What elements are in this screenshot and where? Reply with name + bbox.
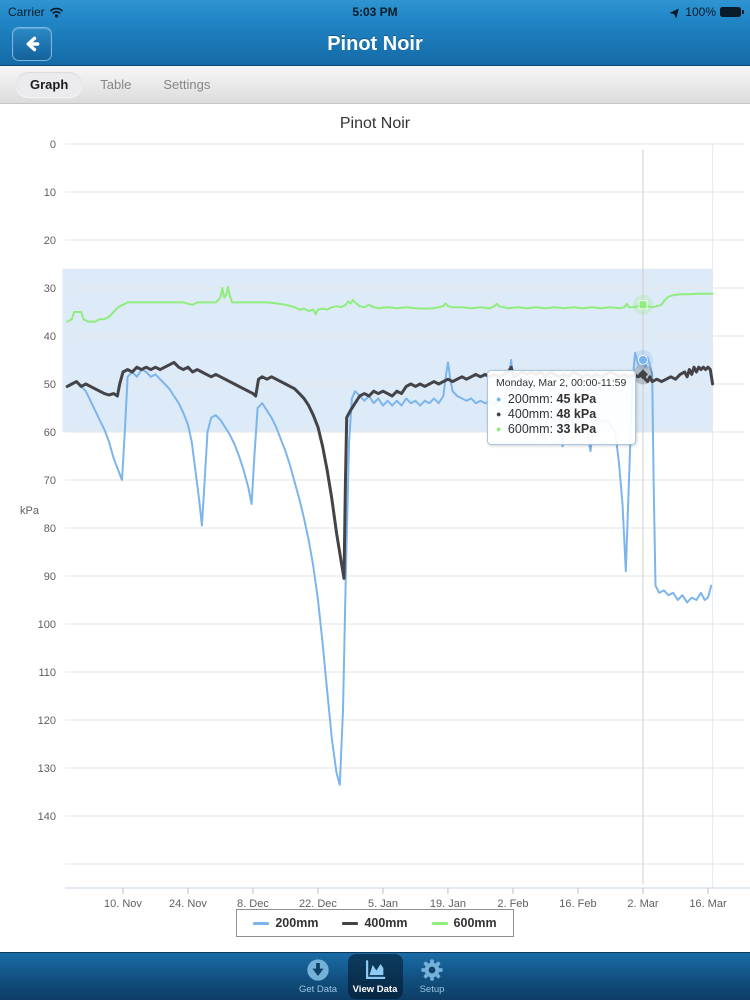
legend-item-200mm[interactable]: 200mm (253, 916, 318, 930)
x-axis-label: 2. Mar (627, 898, 659, 910)
x-axis-label: 8. Dec (237, 898, 269, 910)
x-axis-label: 10. Nov (104, 898, 142, 910)
series-line-600mm (66, 286, 714, 323)
toolbar-get-data[interactable]: Get Data (291, 954, 346, 999)
y-axis-label: 120 (38, 715, 56, 727)
legend-label: 400mm (364, 916, 408, 930)
tooltip-header: Monday, Mar 2, 00:00-11:59 (496, 377, 627, 389)
tab-table[interactable]: Table (100, 77, 132, 92)
y-axis-label: 10 (44, 187, 56, 199)
tooltip-rows: ● 200mm: 45 kPa ● 400mm: 48 kPa ● 600mm: 3… (496, 392, 626, 437)
back-arrow-icon (26, 36, 40, 52)
chart-legend: 200mm 400mm 600mm (236, 909, 514, 937)
y-axis-label: 90 (44, 571, 56, 583)
x-axis-label: 2. Feb (497, 898, 528, 910)
toolbar-label-view-data: View Data (352, 984, 398, 995)
series-line-200mm (66, 351, 713, 786)
status-left: Carrier (8, 5, 64, 19)
x-axis-label: 5. Jan (368, 898, 398, 910)
chart-plot-area[interactable]: 10. Nov 24. Nov 8. Dec 22. Dec 5. Jan 19. Jan… (0, 104, 750, 952)
y-axis-unit: kPa (20, 505, 40, 517)
marker-200mm (638, 355, 648, 365)
y-axis-label: 110 (38, 667, 56, 679)
y-axis-label: 140 (38, 811, 56, 823)
clock: 5:03 PM (352, 5, 398, 19)
legend-item-400mm[interactable]: 400mm (342, 916, 408, 930)
wifi-icon (49, 7, 63, 18)
tooltip-row-400mm: ● 400mm: 48 kPa (496, 407, 597, 421)
tooltip-row-600mm: ● 600mm: 33 kPa (496, 422, 597, 436)
battery-percent: 100% (685, 5, 716, 19)
toolbar-label-get-data: Get Data (298, 984, 338, 995)
y-axis-label: 30 (44, 283, 56, 295)
header: Carrier 5:03 PM 100% Pinot Noir (0, 0, 750, 66)
toolbar-view-data[interactable]: View Data (347, 954, 403, 999)
legend-swatch (431, 921, 448, 925)
y-axis-label: 60 (44, 427, 56, 439)
y-axis-label: 50 (44, 379, 56, 391)
x-axis-label: 24. Nov (169, 898, 207, 910)
legend-swatch (342, 921, 359, 925)
marker-400mm (637, 369, 648, 380)
legend-item-600mm[interactable]: 600mm (431, 916, 497, 930)
status-right: 100% (670, 5, 744, 19)
status-bar: Carrier 5:03 PM 100% (0, 0, 750, 24)
tooltip-bullet: ● (496, 394, 502, 404)
x-axis-label: 16. Feb (559, 898, 596, 910)
x-axis-label: 16. Mar (689, 898, 727, 910)
x-axis-label: 22. Dec (299, 898, 337, 910)
chart-title: Pinot Noir (339, 115, 411, 132)
tooltip-bullet: ● (496, 409, 502, 419)
segmented-tabs: Graph Table Settings (0, 66, 750, 104)
page-title: Pinot Noir (327, 33, 423, 55)
back-button[interactable] (12, 27, 52, 61)
y-axis-label: 130 (38, 763, 56, 775)
y-axis-label: 40 (44, 331, 56, 343)
gear-icon (421, 959, 443, 981)
tab-settings[interactable]: Settings (163, 77, 211, 92)
download-icon (307, 959, 329, 981)
chart-tooltip: Monday, Mar 2, 00:00-11:59 ● 200mm: 45 k… (487, 370, 637, 445)
battery-icon (720, 7, 744, 17)
chart-region: Pinot Noir 10. Nov 24. Nov 8. Dec 22. Dec 5.… (0, 104, 750, 952)
bottom-toolbar: Get Data View Data Setup (0, 952, 750, 1000)
y-axis-label: 80 (44, 523, 56, 535)
legend-swatch (253, 921, 270, 925)
toolbar-label-setup: Setup (419, 984, 445, 995)
tooltip-bullet: ● (496, 424, 502, 434)
toolbar-setup[interactable]: Setup (405, 954, 460, 999)
marker-600mm (638, 300, 648, 310)
x-axis-label: 19. Jan (430, 898, 466, 910)
y-axis-label: 100 (38, 619, 56, 631)
nav-bar: Pinot Noir (0, 24, 750, 66)
chart-icon (365, 960, 386, 980)
y-axis-label: 0 (50, 139, 56, 151)
legend-wrap: 200mm 400mm 600mm (0, 909, 750, 937)
carrier-label: Carrier (8, 5, 45, 19)
tooltip-row-200mm: ● 200mm: 45 kPa (496, 392, 597, 406)
location-arrow-icon (670, 8, 680, 18)
tab-graph[interactable]: Graph (16, 72, 83, 97)
legend-label: 200mm (275, 916, 319, 930)
y-axis-label: 20 (44, 235, 56, 247)
y-axis-label: 70 (44, 475, 56, 487)
legend-label: 600mm (453, 916, 497, 930)
